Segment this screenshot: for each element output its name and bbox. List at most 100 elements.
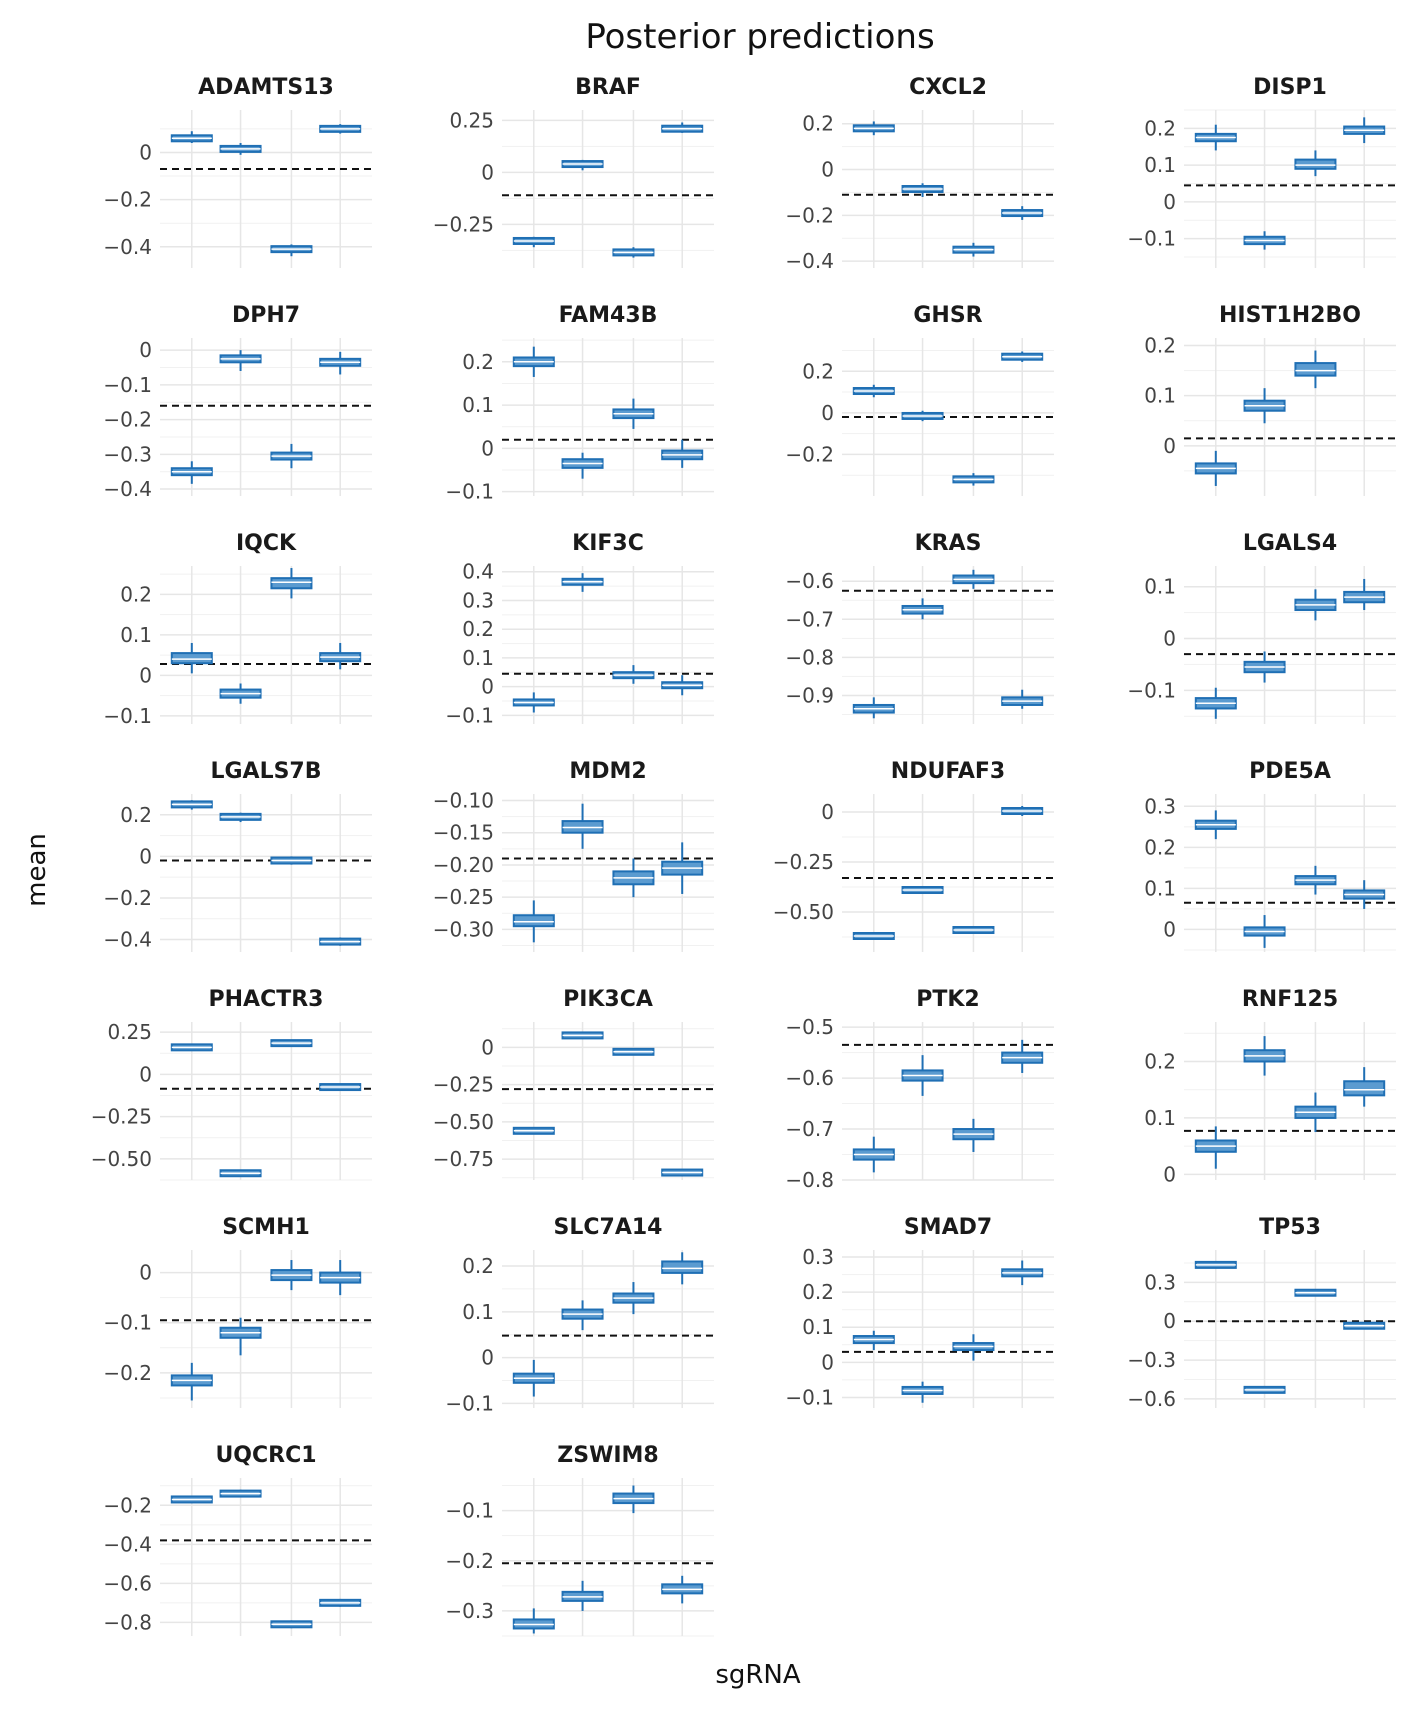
- box-sgrna-3: [952, 1118, 995, 1152]
- panel-title: SLC7A14: [554, 1215, 663, 1240]
- panel-title: DISP1: [1253, 75, 1327, 100]
- y-tick-label: 0.2: [1144, 1050, 1176, 1074]
- y-tick-label: 0.25: [107, 1020, 152, 1044]
- box-sgrna-1: [512, 1359, 555, 1397]
- box-sgrna-4: [319, 937, 362, 946]
- box-sgrna-1: [1194, 124, 1237, 151]
- box-sgrna-4: [661, 1252, 704, 1285]
- box-sgrna-1: [512, 236, 555, 248]
- panel-title: PDE5A: [1249, 759, 1331, 784]
- panel-title: ADAMTS13: [198, 75, 334, 100]
- y-tick-label: −0.2: [785, 203, 834, 227]
- panel-title: PIK3CA: [563, 987, 653, 1012]
- box-sgrna-1: [852, 384, 895, 398]
- box-body: [1294, 362, 1337, 377]
- y-tick-label: 0: [1163, 1309, 1176, 1333]
- box-sgrna-2: [561, 803, 604, 849]
- box-sgrna-2: [1243, 1385, 1286, 1394]
- panel-fam43b: 0.2 0.1 0 −0.1 FAM43B: [445, 303, 714, 504]
- panel-title: NDUFAF3: [891, 759, 1005, 784]
- y-tick-label: −0.20: [433, 853, 494, 877]
- panel-title: GHSR: [913, 303, 982, 328]
- box-sgrna-1: [170, 1495, 213, 1504]
- y-tick-label: 0.1: [802, 1315, 834, 1339]
- box-sgrna-1: [512, 692, 555, 713]
- box-sgrna-1: [852, 1330, 895, 1351]
- y-tick-label: 0.25: [449, 108, 494, 132]
- box-sgrna-3: [612, 1485, 655, 1514]
- box-sgrna-1: [512, 1126, 555, 1135]
- y-tick-label: −0.25: [433, 1073, 494, 1097]
- panel-hist1h2bo: 0.2 0.1 0 HIST1H2BO: [1144, 303, 1396, 496]
- box-sgrna-4: [319, 1260, 362, 1296]
- panel-disp1: 0.2 0.1 0 −0.1 DISP1: [1127, 75, 1396, 268]
- box-sgrna-1: [1194, 687, 1237, 719]
- y-tick-label: −0.30: [433, 917, 494, 941]
- box-sgrna-2: [1243, 231, 1286, 250]
- box-sgrna-4: [319, 1083, 362, 1092]
- y-tick-label: −0.2: [785, 442, 834, 466]
- box-sgrna-4: [661, 842, 704, 894]
- y-tick-label: −0.2: [103, 1493, 152, 1517]
- box-sgrna-1: [1194, 810, 1237, 840]
- box-sgrna-4: [1001, 1260, 1044, 1286]
- box-sgrna-4: [1001, 206, 1044, 220]
- box-sgrna-2: [1243, 388, 1286, 424]
- panel-title: HIST1H2BO: [1219, 303, 1361, 328]
- y-tick-label: −0.9: [785, 683, 834, 707]
- y-tick-label: 0.2: [1144, 835, 1176, 859]
- y-tick-label: −0.6: [103, 1571, 152, 1595]
- y-tick-label: −0.4: [103, 477, 152, 501]
- panel-pde5a: 0.3 0.2 0.1 0 PDE5A: [1144, 759, 1396, 952]
- box-sgrna-3: [1294, 865, 1337, 895]
- panel-smad7: 0.3 0.2 0.1 0 −0.1 SMAD7: [785, 1215, 1054, 1409]
- box-sgrna-4: [1001, 351, 1044, 362]
- box-sgrna-3: [1294, 350, 1337, 389]
- box-sgrna-1: [170, 1362, 213, 1401]
- y-tick-label: −0.5: [785, 1015, 834, 1039]
- y-tick-label: 0.2: [462, 1254, 494, 1278]
- panel-title: PTK2: [916, 987, 980, 1012]
- panel-title: IQCK: [236, 531, 297, 556]
- y-tick-label: 0.1: [1144, 876, 1176, 900]
- box-sgrna-1: [170, 642, 213, 674]
- panel-uqcrc1: −0.2 −0.4 −0.6 −0.8 UQCRC1: [103, 1443, 372, 1636]
- y-tick-label: 0.2: [120, 582, 152, 606]
- box-sgrna-3: [270, 568, 313, 599]
- box-sgrna-3: [612, 398, 655, 429]
- panel-iqck: 0.2 0.1 0 −0.1 IQCK: [103, 531, 372, 728]
- y-tick-label: −0.7: [785, 1117, 834, 1141]
- y-tick-label: 0.1: [1144, 1106, 1176, 1130]
- box-sgrna-1: [852, 932, 895, 940]
- box-sgrna-3: [952, 1334, 995, 1361]
- y-tick-label: 0: [139, 1261, 152, 1285]
- box-sgrna-2: [901, 598, 944, 620]
- box-sgrna-4: [319, 351, 362, 375]
- box-sgrna-2: [561, 452, 604, 479]
- y-tick-label: −0.2: [103, 188, 152, 212]
- box-sgrna-3: [1294, 150, 1337, 177]
- panel-title: TP53: [1259, 1215, 1321, 1240]
- box-sgrna-1: [170, 1043, 213, 1052]
- box-sgrna-1: [170, 461, 213, 484]
- box-sgrna-4: [661, 675, 704, 696]
- panel-title: PHACTR3: [209, 987, 324, 1012]
- box-sgrna-2: [901, 1381, 944, 1403]
- y-tick-label: −0.6: [1127, 1387, 1176, 1411]
- box-sgrna-2: [219, 1169, 262, 1178]
- box-sgrna-4: [1001, 689, 1044, 709]
- y-tick-label: 0: [139, 338, 152, 362]
- y-tick-label: −0.50: [91, 1147, 152, 1171]
- box-sgrna-3: [270, 443, 313, 469]
- y-tick-label: −0.75: [433, 1147, 494, 1171]
- y-tick-label: 0.2: [802, 1280, 834, 1304]
- panel-ptk2: −0.5 −0.6 −0.7 −0.8 PTK2: [785, 987, 1054, 1192]
- y-tick-label: −0.10: [433, 788, 494, 812]
- box-sgrna-2: [1243, 915, 1286, 948]
- box-sgrna-4: [1343, 1067, 1386, 1107]
- panel-title: CXCL2: [909, 75, 987, 100]
- y-tick-label: 0.1: [462, 1300, 494, 1324]
- box-sgrna-4: [661, 439, 704, 468]
- panel-title: FAM43B: [559, 303, 658, 328]
- panel-braf: 0.25 0 −0.25 BRAF: [433, 75, 714, 268]
